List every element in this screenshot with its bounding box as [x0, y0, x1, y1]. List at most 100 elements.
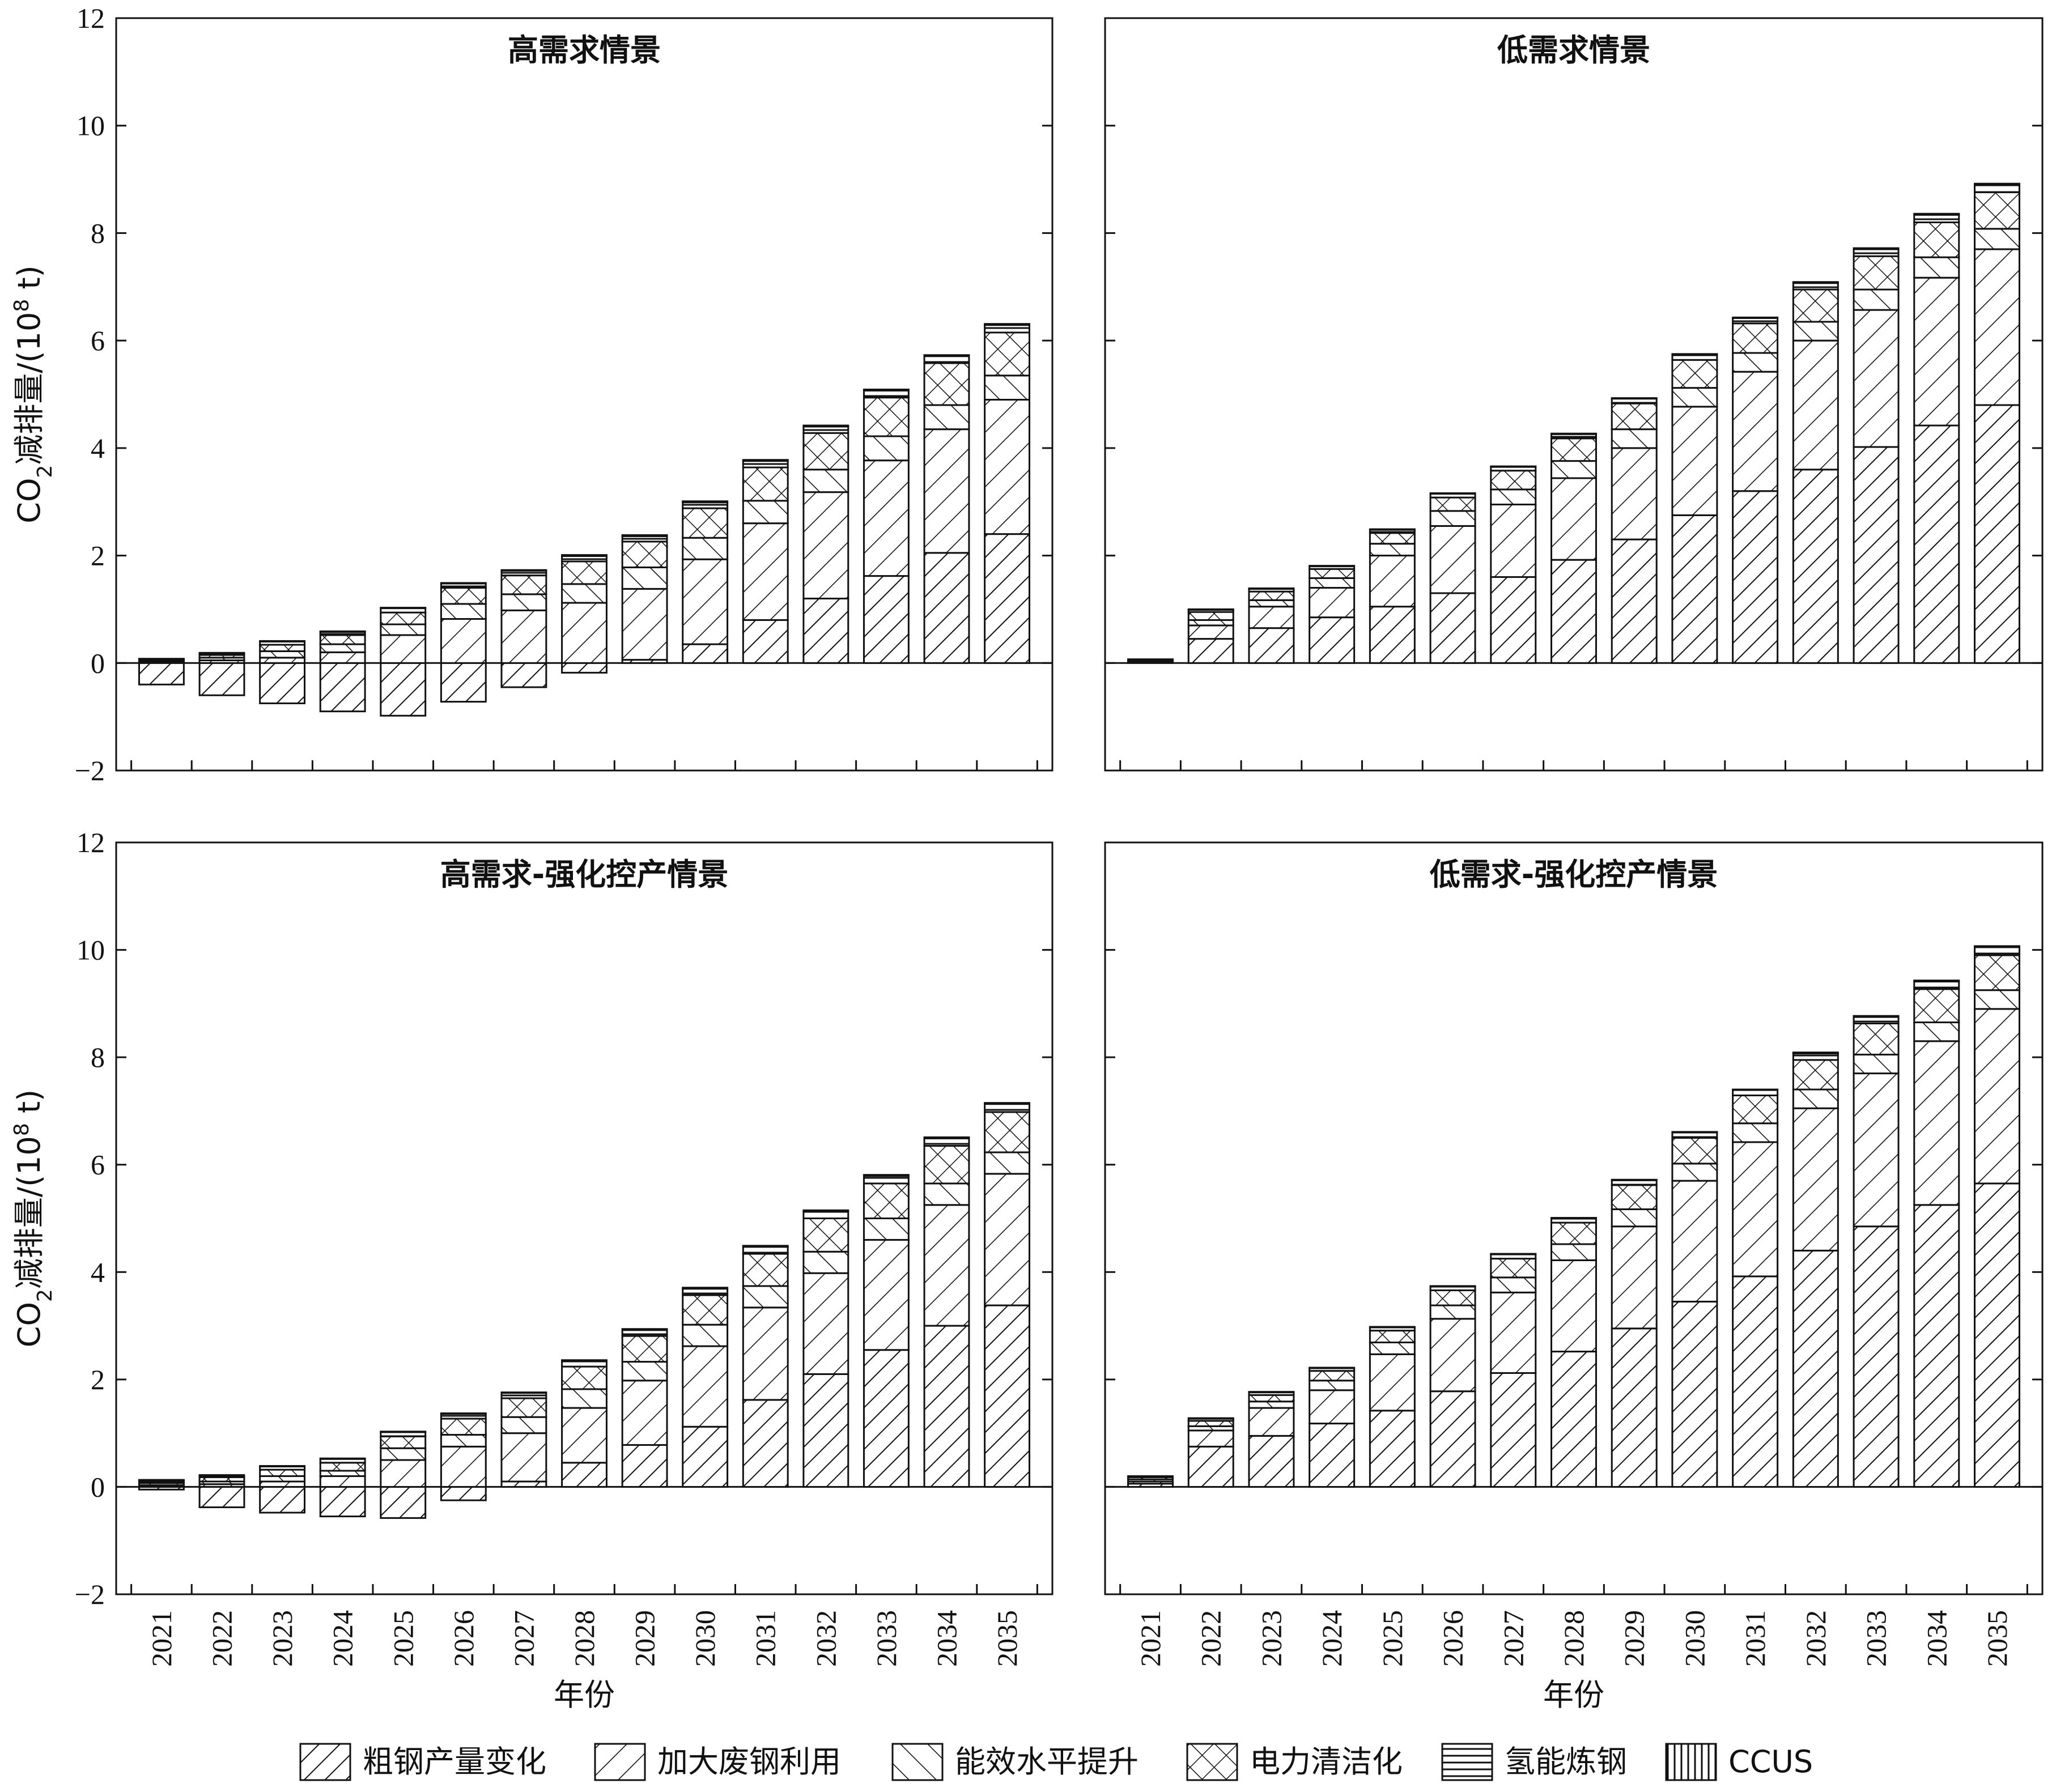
x-tick-label: 2023 — [266, 1610, 298, 1667]
bar-segment-scrap-2027 — [1490, 503, 1537, 578]
bar-segment-h2-2033 — [863, 1175, 910, 1185]
bar-segment-elec-2032 — [802, 1218, 849, 1253]
bar-segment-elec-2031 — [742, 466, 789, 502]
bar-segment-eff-2028 — [561, 1388, 608, 1409]
x-tick-label: 2024 — [1316, 1610, 1348, 1667]
bar-segment-elec-2024 — [319, 1462, 366, 1472]
bar-segment-elec-2034 — [1913, 221, 1960, 258]
bar-segment-ccus-2034 — [923, 354, 970, 357]
bar-segment-elec-2028 — [1551, 1221, 1597, 1245]
bar-segment-ccus-2030 — [682, 500, 729, 504]
bar-segment-scrap-2031 — [742, 522, 789, 621]
bar-segment-eff-2028 — [1551, 1243, 1597, 1261]
bar-segment-h2-2030 — [682, 1288, 729, 1296]
bar-segment-crude-2031 — [1732, 490, 1779, 664]
bar-segment-eff-2023 — [1248, 599, 1295, 608]
bar-segment-crude-2023 — [259, 1485, 306, 1514]
bar-segment-eff-2028 — [561, 583, 608, 604]
legend-item-ccus: CCUS — [1665, 1743, 1813, 1781]
bar-segment-elec-2025 — [1369, 1330, 1416, 1343]
bar-segment-scrap-2034 — [923, 428, 970, 554]
bar-segment-scrap-2030 — [1671, 406, 1718, 516]
bar-segment-elec-2022 — [1187, 611, 1234, 621]
bar-segment-crude-2034 — [1913, 1204, 1960, 1488]
bar-segment-scrap-2028 — [561, 602, 608, 664]
bar-segment-crude-2028 — [561, 662, 608, 674]
bar-segment-h2-2032 — [1792, 1053, 1839, 1061]
bar-segment-eff-2034 — [923, 1182, 970, 1206]
plot-frame — [115, 841, 1054, 1595]
bar-segment-elec-2027 — [500, 574, 547, 595]
bar-segment-crude-2025 — [1369, 606, 1416, 664]
bar-segment-crude-2025 — [380, 662, 427, 717]
panel-title: 低需求-强化控产情景 — [1430, 857, 1718, 892]
bar-segment-eff-2032 — [802, 1250, 849, 1274]
bar-segment-scrap-2031 — [742, 1306, 789, 1401]
bar-segment-scrap-2025 — [380, 634, 427, 664]
bar-segment-crude-2026 — [440, 662, 487, 703]
x-tick-label: 2035 — [1981, 1610, 2013, 1667]
legend-item-scrap: 加大废钢利用 — [594, 1743, 841, 1781]
x-tick-label: 2030 — [1679, 1610, 1710, 1667]
bar-segment-eff-2030 — [682, 1323, 729, 1347]
bar-segment-h2-2034 — [1913, 214, 1960, 223]
bar-segment-ccus-2023 — [1248, 587, 1295, 590]
bar-segment-scrap-2030 — [682, 1345, 729, 1428]
panel-3: −2 0 2 4 6 8 10 12 2021 2022 2023 2024 2025 2026 2027 2… — [10, 827, 1054, 1713]
bar-segment-crude-2022 — [1187, 638, 1234, 664]
x-tick-label: 2034 — [931, 1610, 962, 1667]
bar-segment-ccus-2022 — [1187, 1417, 1234, 1420]
bar-segment-eff-2034 — [1913, 256, 1960, 279]
bar-segment-crude-2035 — [1973, 404, 2020, 664]
bar-segment-ccus-2031 — [742, 459, 789, 462]
bar-segment-eff-2032 — [1792, 321, 1839, 342]
x-tick-label: 2027 — [1497, 1610, 1529, 1667]
bar-segment-scrap-2035 — [1973, 248, 2020, 406]
bar-segment-scrap-2022 — [1187, 1429, 1234, 1448]
x-tick-label: 2022 — [206, 1610, 238, 1667]
bar-segment-elec-2034 — [1913, 988, 1960, 1024]
bar-segment-elec-2023 — [1248, 590, 1295, 601]
bar-segment-crude-2027 — [1490, 1372, 1537, 1488]
bar-segment-elec-2033 — [863, 1182, 910, 1220]
bar-segment-crude-2035 — [984, 533, 1030, 664]
bar-segment-elec-2029 — [621, 1335, 668, 1363]
bar-segment-eff-2034 — [1913, 1021, 1960, 1042]
bar-segment-elec-2029 — [621, 540, 668, 568]
bar-segment-elec-2031 — [742, 1253, 789, 1287]
bar-segment-crude-2033 — [863, 1349, 910, 1488]
bar-segment-elec-2023 — [259, 1468, 306, 1477]
bar-segment-crude-2029 — [621, 1444, 668, 1488]
bar-segment-eff-2031 — [1732, 352, 1779, 373]
bar-segment-scrap-2027 — [1490, 1291, 1537, 1374]
bar-segment-eff-2032 — [802, 469, 849, 493]
bar-segment-elec-2032 — [802, 432, 849, 471]
y-tick-label: 8 — [91, 217, 105, 249]
bar-segment-scrap-2033 — [863, 459, 910, 577]
bar-segment-elec-2029 — [1611, 402, 1658, 431]
legend-label: 粗钢产量变化 — [363, 1744, 546, 1780]
bar-segment-elec-2030 — [682, 1294, 729, 1326]
y-axis-title: CO2减排量/(108 t) — [10, 265, 57, 523]
bar-segment-eff-2024 — [1309, 1380, 1356, 1391]
bar-segment-crude-2030 — [1671, 1300, 1718, 1488]
bar-segment-elec-2035 — [984, 331, 1030, 377]
y-tick-label: 0 — [91, 647, 105, 679]
y-axis-title: CO2减排量/(108 t) — [10, 1089, 57, 1347]
bar-segment-eff-2033 — [863, 435, 910, 462]
bar-segment-scrap-2028 — [1551, 1259, 1597, 1353]
bar-segment-ccus-2035 — [984, 1102, 1030, 1105]
bar-segment-h2-2034 — [923, 1137, 970, 1147]
bar-segment-ccus-2026 — [1429, 492, 1476, 495]
bar-segment-ccus-2023 — [1248, 1391, 1295, 1394]
panel-1: −2 0 2 4 6 8 10 12 高需求情景 CO2减排量/(108 t) — [10, 2, 1054, 786]
bar-segment-h2-2033 — [863, 389, 910, 399]
bar-segment-eff-2023 — [259, 650, 306, 659]
bar-segment-elec-2030 — [1671, 1137, 1718, 1165]
x-tick-label: 2025 — [387, 1610, 419, 1667]
bar-segment-crude-2024 — [1309, 616, 1356, 664]
bar-segment-scrap-2028 — [561, 1407, 608, 1464]
legend-item-h2: 氢能炼钢 — [1441, 1743, 1627, 1781]
bar-segment-crude-2024 — [319, 662, 366, 713]
